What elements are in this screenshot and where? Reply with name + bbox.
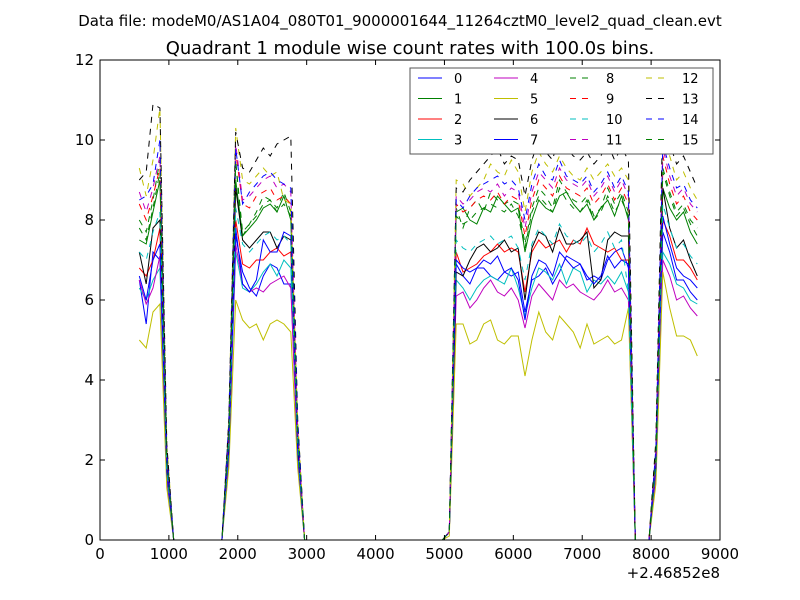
x-tick-label: 1000	[150, 545, 188, 563]
legend-label-11: 11	[606, 134, 623, 149]
legend-label-12: 12	[682, 72, 699, 87]
legend-label-4: 4	[530, 72, 538, 87]
x-tick-label: 2000	[219, 545, 257, 563]
y-tick-label: 0	[84, 531, 94, 549]
legend-label-6: 6	[530, 113, 538, 128]
series-14-line	[139, 139, 698, 540]
legend-label-3: 3	[454, 134, 462, 149]
series-7-line	[138, 215, 698, 540]
series-12-line	[138, 107, 698, 540]
series-6-line	[138, 187, 698, 540]
legend-label-5: 5	[530, 93, 538, 108]
y-tick-label: 2	[84, 451, 94, 469]
chart-title: Quadrant 1 module wise count rates with …	[166, 38, 655, 59]
series-10-line	[138, 203, 698, 540]
y-tick-label: 8	[84, 211, 94, 229]
axis-ticks: 0 1000 2000 3000 4000 5000 6000 7000 8000 9000 0 2 4…	[75, 51, 739, 563]
series-5-line	[138, 271, 698, 540]
series-15-line	[138, 163, 698, 540]
x-tick-label: 6000	[494, 545, 532, 563]
y-tick-label: 4	[84, 371, 94, 389]
x-tick-label: 3000	[288, 545, 326, 563]
legend-label-14: 14	[682, 113, 699, 128]
x-tick-label: 0	[95, 545, 105, 563]
y-tick-label: 10	[75, 131, 94, 149]
legend-label-13: 13	[682, 93, 699, 108]
legend-label-8: 8	[606, 72, 614, 87]
x-offset-label: +2.46852e8	[627, 564, 720, 582]
series-4-line	[138, 243, 698, 540]
legend-label-15: 15	[682, 134, 699, 149]
legend-label-10: 10	[606, 113, 623, 128]
series-9-line	[138, 151, 698, 540]
series-2-line	[138, 219, 698, 540]
series-11-line	[138, 143, 698, 540]
x-tick-label: 7000	[563, 545, 601, 563]
y-tick-label: 12	[75, 51, 94, 69]
x-tick-label: 5000	[425, 545, 463, 563]
legend-label-9: 9	[606, 93, 614, 108]
series-3-line	[138, 250, 698, 540]
legend-label-1: 1	[454, 93, 462, 108]
legend-label-7: 7	[530, 134, 538, 149]
legend-label-2: 2	[454, 113, 462, 128]
x-tick-label: 9000	[701, 545, 739, 563]
x-tick-label: 8000	[632, 545, 670, 563]
series-1-line	[139, 179, 698, 540]
x-tick-label: 4000	[356, 545, 394, 563]
chart-suptitle: Data file: modeM0/AS1A04_080T01_90000016…	[78, 12, 722, 31]
y-tick-label: 6	[84, 291, 94, 309]
legend-label-0: 0	[454, 72, 462, 87]
